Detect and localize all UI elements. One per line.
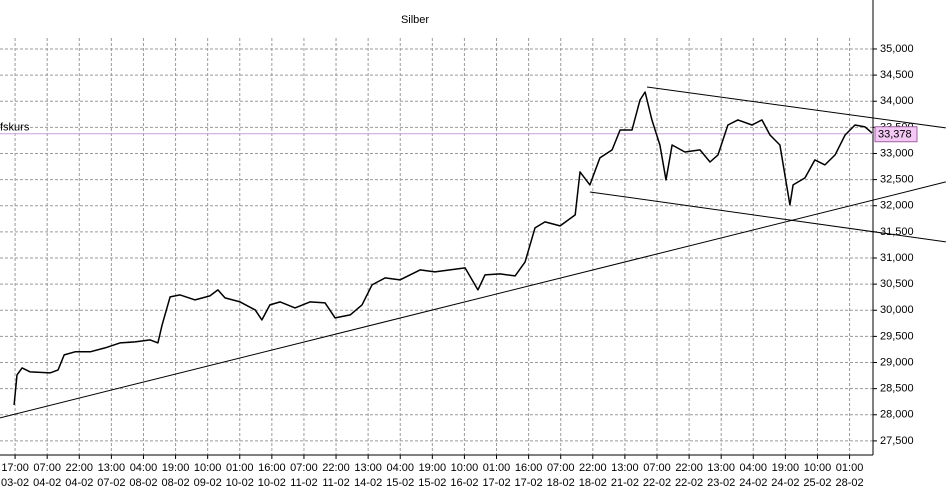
y-tick-label: 28,500	[880, 383, 914, 395]
x-tick-label: 07:00	[643, 462, 671, 474]
x-date-label: 09-02	[194, 477, 222, 489]
y-tick-label: 29,500	[880, 330, 914, 342]
y-tick-label: 33,000	[880, 147, 914, 159]
x-date-label: 17-02	[515, 477, 543, 489]
x-tick-label: 13:00	[98, 462, 126, 474]
x-date-label: 18-02	[579, 477, 607, 489]
x-date-label: 11-02	[322, 477, 349, 489]
x-tick-label: 07:00	[547, 462, 575, 474]
x-tick-label: 01:00	[226, 462, 254, 474]
x-date-label: 08-02	[129, 477, 157, 489]
x-date-label: 21-02	[611, 477, 639, 489]
x-tick-label: 16:00	[515, 462, 543, 474]
y-tick-label: 29,000	[880, 356, 914, 368]
x-tick-label: 01:00	[483, 462, 511, 474]
x-date-label: 22-02	[675, 477, 703, 489]
x-date-label: 18-02	[547, 477, 575, 489]
x-date-label: 04-02	[65, 477, 93, 489]
y-tick-label: 31,000	[880, 252, 914, 264]
x-tick-label: 19:00	[162, 462, 190, 474]
y-tick-label: 35,000	[880, 43, 914, 55]
x-date-label: 08-02	[161, 477, 189, 489]
price-value: 33,378	[878, 129, 912, 141]
x-date-label: 04-02	[33, 477, 61, 489]
x-date-label: 15-02	[418, 477, 446, 489]
x-tick-label: 22:00	[675, 462, 703, 474]
trend-line	[646, 86, 946, 129]
x-tick-label: 16:00	[258, 462, 286, 474]
x-tick-label: 19:00	[419, 462, 447, 474]
price-line-label: fskurs	[0, 122, 30, 134]
x-date-label: 22-02	[643, 477, 671, 489]
x-tick-label: 04:00	[386, 462, 414, 474]
price-series	[13, 91, 873, 405]
x-date-label: 28-02	[835, 477, 863, 489]
x-tick-label: 22:00	[579, 462, 607, 474]
x-date-label: 24-02	[771, 477, 799, 489]
x-date-label: 17-02	[482, 477, 510, 489]
x-tick-label: 13:00	[707, 462, 735, 474]
x-date-label: 16-02	[450, 477, 478, 489]
trend-line	[589, 191, 946, 243]
price-box	[874, 126, 918, 143]
y-tick-label: 30,000	[880, 304, 914, 316]
x-tick-label: 01:00	[836, 462, 864, 474]
chart-title: Silber	[401, 14, 429, 26]
x-tick-label: 19:00	[772, 462, 800, 474]
x-tick-label: 04:00	[130, 462, 158, 474]
x-tick-label: 04:00	[740, 462, 768, 474]
x-date-label: 14-02	[354, 477, 382, 489]
x-date-label: 10-02	[258, 477, 286, 489]
x-date-label: 07-02	[97, 477, 125, 489]
y-tick-label: 32,500	[880, 174, 914, 186]
x-tick-label: 10:00	[451, 462, 479, 474]
y-tick-label: 34,500	[880, 69, 914, 81]
y-tick-label: 32,000	[880, 200, 914, 212]
x-tick-label: 10:00	[194, 462, 222, 474]
y-tick-label: 34,000	[880, 95, 914, 107]
x-date-label: 25-02	[803, 477, 831, 489]
x-date-label: 23-02	[707, 477, 735, 489]
x-tick-label: 10:00	[804, 462, 832, 474]
trend-line	[0, 181, 946, 419]
x-date-label: 24-02	[739, 477, 767, 489]
x-tick-label: 17:00	[1, 462, 29, 474]
x-date-label: 10-02	[226, 477, 254, 489]
x-date-label: 15-02	[386, 477, 414, 489]
x-tick-label: 07:00	[33, 462, 61, 474]
y-tick-label: 31,500	[880, 226, 914, 238]
x-tick-label: 22:00	[66, 462, 94, 474]
x-date-label: 11-02	[290, 477, 317, 489]
x-tick-label: 07:00	[290, 462, 318, 474]
x-tick-label: 13:00	[611, 462, 639, 474]
y-tick-label: 27,500	[880, 435, 914, 447]
y-tick-label: 30,500	[880, 278, 914, 290]
y-tick-label: 28,000	[880, 409, 914, 421]
x-date-label: 03-02	[1, 477, 29, 489]
x-tick-label: 13:00	[354, 462, 382, 474]
x-tick-label: 22:00	[322, 462, 350, 474]
